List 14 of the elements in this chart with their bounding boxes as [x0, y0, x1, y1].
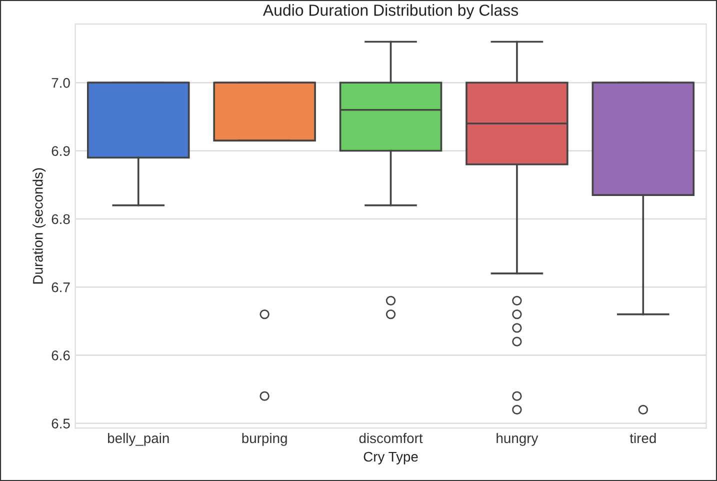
y-tick-label: 6.7 — [52, 282, 70, 292]
x-tick-label: tired — [630, 432, 656, 444]
x-tick-label: burping — [242, 432, 287, 446]
y-tick-label: 7.0 — [52, 78, 70, 88]
x-tick-label: hungry — [496, 432, 538, 446]
y-axis-title: Duration (seconds) — [32, 168, 46, 284]
x-tick-label: discomfort — [359, 432, 423, 444]
y-tick-label: 6.8 — [52, 214, 70, 224]
y-tick-label: 6.9 — [52, 146, 70, 156]
chart-title: Audio Duration Distribution by Class — [262, 4, 518, 20]
x-tick-label: belly_pain — [108, 432, 169, 446]
y-tick-label: 6.6 — [52, 350, 70, 360]
y-tick-label: 6.5 — [52, 418, 70, 428]
x-axis-title: Cry Type — [364, 452, 418, 464]
